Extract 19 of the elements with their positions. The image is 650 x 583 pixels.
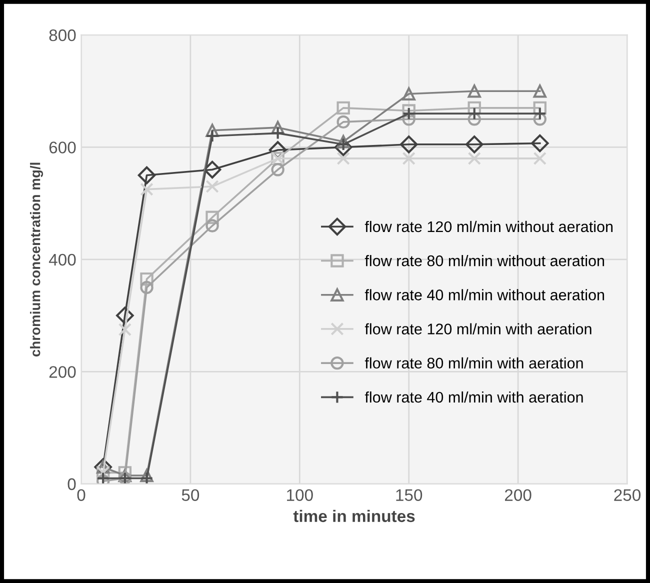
x-tick-label: 200 (504, 489, 532, 501)
legend-label: flow rate 120 ml/min with aeration (364, 323, 592, 334)
y-tick-label: 400 (48, 254, 76, 266)
x-tick-label: 150 (396, 489, 422, 501)
x-tick-label: 0 (77, 489, 86, 501)
x-tick-label: 50 (182, 489, 200, 501)
y-tick-label: 200 (49, 366, 76, 378)
y-tick-label: 0 (68, 478, 76, 490)
y-tick-label: 600 (49, 142, 76, 154)
legend-label: flow rate 80 ml/min without aeration (364, 255, 604, 266)
x-axis-title: time in minutes (293, 510, 415, 522)
legend-label: flow rate 120 ml/min without aeration (364, 220, 613, 232)
y-tick-label: 800 (49, 29, 76, 42)
x-tick-label: 100 (287, 489, 313, 501)
legend-label: flow rate 80 ml/min with aeration (364, 357, 583, 369)
legend-label: flow rate 40 ml/min without aeration (364, 289, 604, 300)
legend-label: flow rate 40 ml/min with aeration (364, 391, 583, 403)
y-axis-title: chromium concentration mg/l (30, 162, 44, 357)
x-tick-label: 250 (614, 489, 641, 501)
